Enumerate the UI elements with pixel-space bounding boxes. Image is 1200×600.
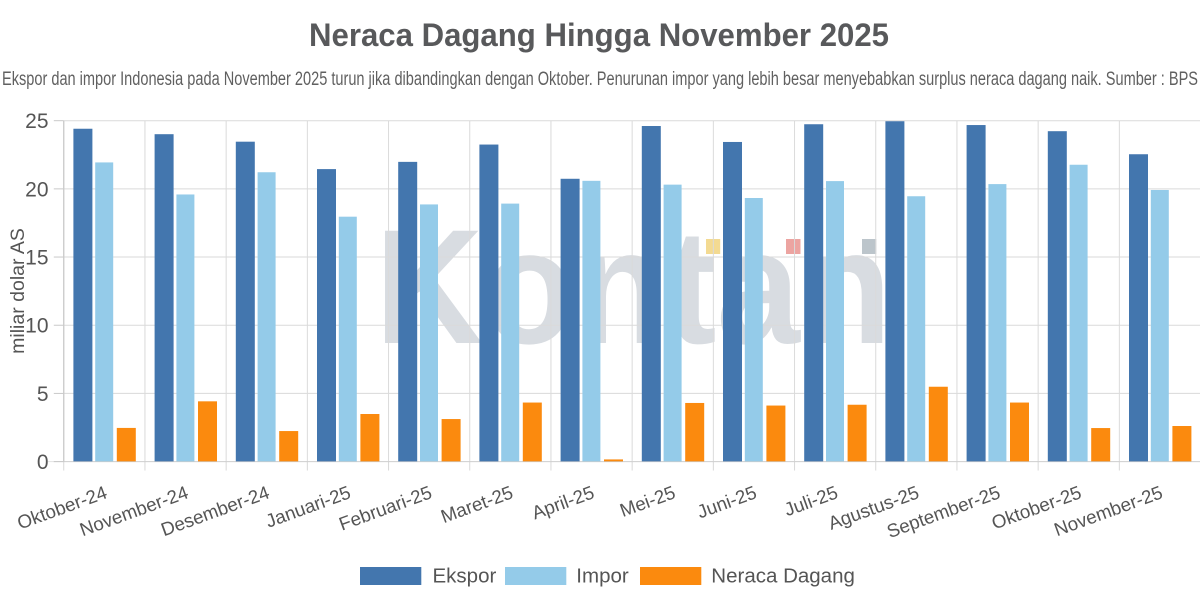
svg-text:Mei-25: Mei-25 xyxy=(617,482,678,521)
svg-text:15: 15 xyxy=(25,247,48,270)
svg-text:Februari-25: Februari-25 xyxy=(336,482,434,535)
svg-text:Impor: Impor xyxy=(576,565,629,588)
svg-text:Juni-25: Juni-25 xyxy=(694,482,759,523)
svg-text:Ekspor dan impor Indonesia pad: Ekspor dan impor Indonesia pada November… xyxy=(2,69,1198,90)
svg-text:Neraca Dagang Hingga November: Neraca Dagang Hingga November 2025 xyxy=(309,17,889,53)
svg-text:20: 20 xyxy=(25,178,48,201)
svg-text:0: 0 xyxy=(37,451,49,474)
svg-text:10: 10 xyxy=(25,315,48,338)
svg-text:5: 5 xyxy=(37,383,49,406)
svg-text:Maret-25: Maret-25 xyxy=(438,482,516,527)
svg-text:Neraca Dagang: Neraca Dagang xyxy=(711,565,855,588)
svg-text:Ekspor: Ekspor xyxy=(433,565,497,588)
svg-text:April-25: April-25 xyxy=(529,482,597,524)
svg-text:25: 25 xyxy=(25,110,48,133)
svg-text:miliar dolar AS: miliar dolar AS xyxy=(7,228,29,354)
